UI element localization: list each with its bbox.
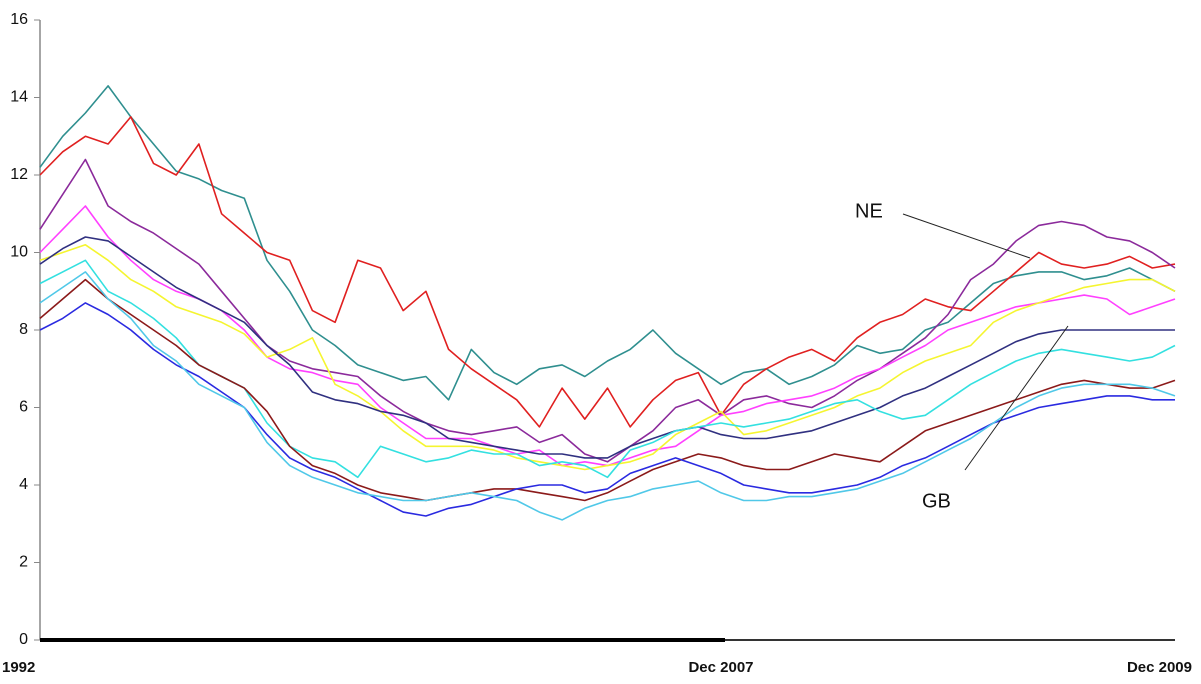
x-tick-label: Dec 2009 xyxy=(1127,659,1192,676)
y-tick-label: 6 xyxy=(19,399,28,416)
series-line xyxy=(39,259,1176,479)
annotation-pointer xyxy=(902,213,1031,259)
y-tick-label: 8 xyxy=(19,321,28,338)
y-tick-label: 0 xyxy=(19,631,28,648)
series-line xyxy=(39,271,1176,521)
annotation: NE xyxy=(855,200,883,222)
series-line xyxy=(39,116,1176,428)
y-tick-label: 4 xyxy=(19,476,28,493)
series-line xyxy=(39,302,1175,517)
y-tick-label: 16 xyxy=(10,11,28,28)
annotation-pointer xyxy=(964,325,1069,471)
series-line xyxy=(39,236,1175,459)
y-tick-label: 2 xyxy=(19,554,28,571)
series-line xyxy=(39,85,1176,401)
x-tick-label: 1992 xyxy=(2,659,35,676)
annotation: GB xyxy=(922,490,951,512)
series-line xyxy=(39,278,1176,502)
series-line xyxy=(39,205,1176,467)
series-line xyxy=(39,244,1176,471)
y-tick-label: 14 xyxy=(10,89,28,106)
x-tick-label: Dec 2007 xyxy=(688,659,753,676)
series-line xyxy=(39,158,1176,463)
lines xyxy=(39,85,1176,521)
y-tick-label: 12 xyxy=(10,166,28,183)
y-tick-label: 10 xyxy=(10,244,28,261)
